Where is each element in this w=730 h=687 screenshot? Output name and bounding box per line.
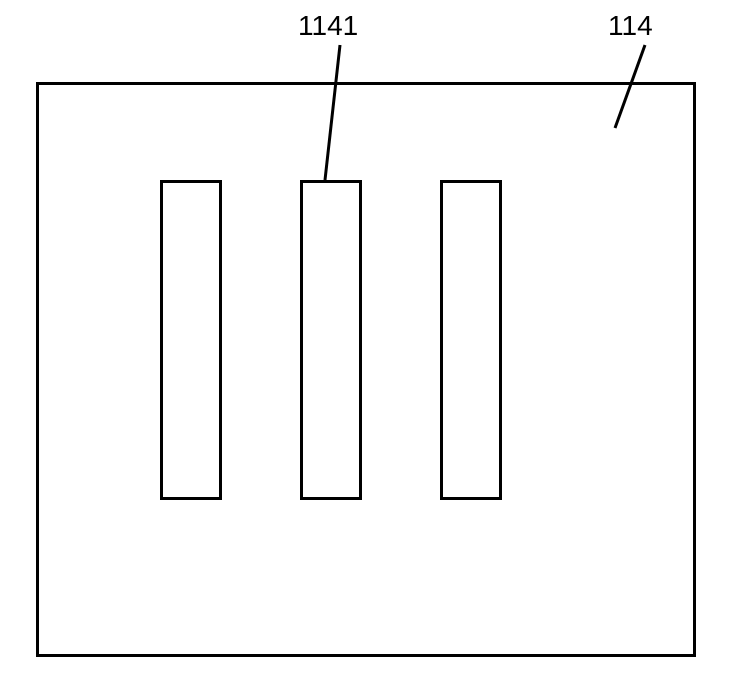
diagram-canvas: 1141 114 — [0, 0, 730, 687]
lead-line-inner — [325, 45, 340, 180]
lead-line-outer — [615, 45, 645, 128]
lead-lines-svg — [0, 0, 730, 687]
